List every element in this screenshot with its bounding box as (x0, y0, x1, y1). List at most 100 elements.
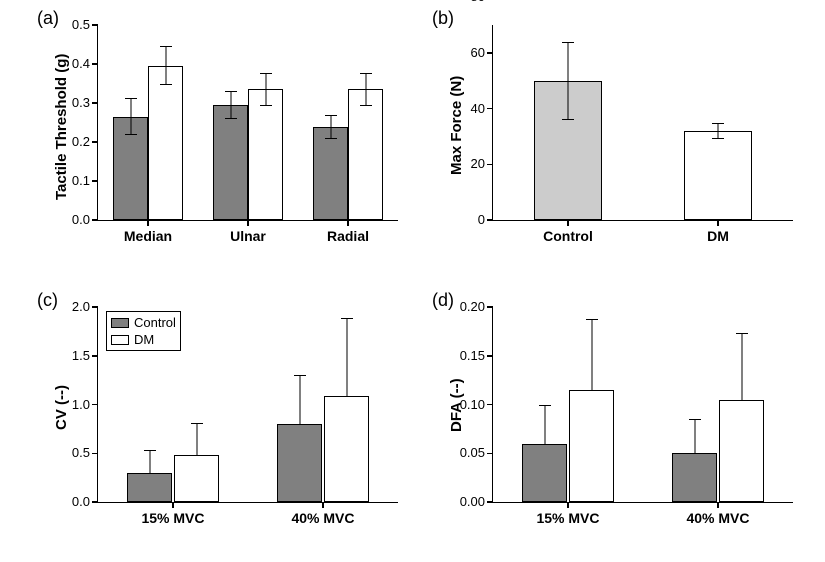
panel-c-label: (c) (37, 290, 58, 311)
error-bar (544, 405, 545, 444)
bar (672, 453, 717, 502)
xtick (247, 220, 249, 226)
bar (213, 105, 248, 220)
ytick (92, 355, 98, 357)
error-cap (325, 115, 337, 116)
error-cap (712, 123, 724, 124)
error-bar (694, 419, 695, 453)
ytick (487, 219, 493, 221)
error-cap (712, 138, 724, 139)
xtick (147, 220, 149, 226)
ytick-label: 0.20 (453, 299, 485, 314)
xcat-label: 40% MVC (668, 510, 768, 526)
error-bar (149, 450, 150, 472)
ytick-label: 60 (453, 45, 485, 60)
ytick (487, 164, 493, 166)
ytick (92, 141, 98, 143)
ytick (487, 306, 493, 308)
ytick-label: 0.05 (453, 445, 485, 460)
legend-swatch (111, 335, 129, 345)
error-bar (165, 46, 166, 85)
error-cap (260, 105, 272, 106)
error-cap (586, 319, 598, 320)
ytick (92, 24, 98, 26)
error-bar (265, 73, 266, 106)
ytick (487, 355, 493, 357)
xcat-label: 15% MVC (518, 510, 618, 526)
legend-item: Control (111, 314, 176, 331)
bar (348, 89, 383, 220)
ytick-label: 0.0 (58, 212, 90, 227)
bar (569, 390, 614, 502)
bar (522, 444, 567, 503)
error-cap (144, 450, 156, 451)
xcat-label: Median (98, 228, 198, 244)
bar (324, 396, 369, 502)
error-cap (562, 119, 574, 120)
ytick (92, 501, 98, 503)
error-bar (591, 319, 592, 390)
panel-a-plot: 0.00.10.20.30.40.5MedianUlnarRadial (97, 25, 398, 221)
legend-label: DM (134, 332, 154, 347)
error-cap (294, 375, 306, 376)
error-cap (160, 84, 172, 85)
error-cap (562, 42, 574, 43)
ytick (487, 453, 493, 455)
error-cap (341, 318, 353, 319)
error-bar (346, 318, 347, 396)
xtick (347, 220, 349, 226)
error-bar (718, 123, 719, 140)
xtick (717, 502, 719, 508)
xcat-label: Radial (298, 228, 398, 244)
ytick-label: 40 (453, 101, 485, 116)
error-bar (365, 73, 366, 106)
ytick (487, 108, 493, 110)
ytick (92, 404, 98, 406)
ytick-label: 1.5 (58, 348, 90, 363)
xcat-label: DM (668, 228, 768, 244)
bar (127, 473, 172, 502)
bar (174, 455, 219, 502)
error-cap (260, 73, 272, 74)
error-bar (568, 42, 569, 120)
panel-b-plot: 020406080ControlDM (492, 25, 793, 221)
ytick (92, 102, 98, 104)
legend-item: DM (111, 331, 176, 348)
ytick-label: 0.2 (58, 134, 90, 149)
error-cap (689, 419, 701, 420)
error-cap (225, 91, 237, 92)
panel-c-plot: 0.00.51.01.52.015% MVC40% MVCControlDM (97, 307, 398, 503)
bar (313, 127, 348, 220)
error-bar (330, 116, 331, 139)
bar (684, 131, 752, 220)
bar (277, 424, 322, 502)
ytick (487, 501, 493, 503)
ytick-label: 0.4 (58, 56, 90, 71)
error-bar (741, 333, 742, 399)
ytick-label: 0.5 (58, 445, 90, 460)
ytick-label: 20 (453, 156, 485, 171)
xtick (567, 220, 569, 226)
ytick-label: 0.0 (58, 494, 90, 509)
ytick (487, 404, 493, 406)
panel-d-label: (d) (432, 290, 454, 311)
xcat-label: Control (518, 228, 618, 244)
xcat-label: Ulnar (198, 228, 298, 244)
ytick (92, 306, 98, 308)
ytick-label: 0 (453, 212, 485, 227)
ytick-label: 2.0 (58, 299, 90, 314)
error-bar (299, 375, 300, 424)
error-cap (191, 423, 203, 424)
figure-root: (a) Tactile Threshold (g) 0.00.10.20.30.… (0, 0, 825, 562)
legend-label: Control (134, 315, 176, 330)
xtick (567, 502, 569, 508)
panel-b-label: (b) (432, 8, 454, 29)
ytick (92, 180, 98, 182)
error-bar (130, 98, 131, 135)
panel-a-label: (a) (37, 8, 59, 29)
ytick (92, 219, 98, 221)
ytick (92, 63, 98, 65)
xcat-label: 40% MVC (273, 510, 373, 526)
bar (148, 66, 183, 220)
error-cap (360, 73, 372, 74)
